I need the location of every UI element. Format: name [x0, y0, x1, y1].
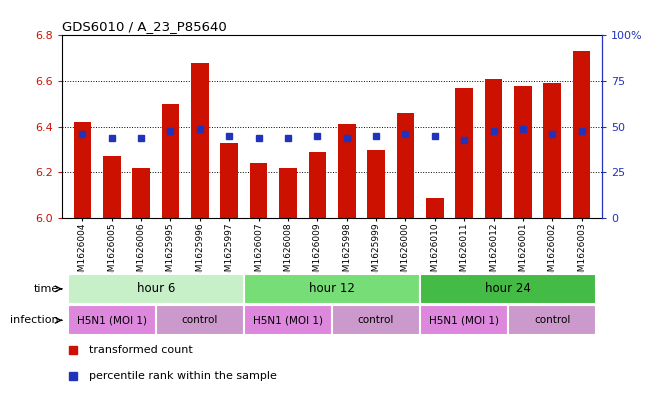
FancyBboxPatch shape: [68, 305, 156, 335]
FancyBboxPatch shape: [508, 305, 596, 335]
Bar: [485, 79, 503, 218]
Text: hour 12: hour 12: [309, 282, 355, 296]
Bar: [573, 51, 590, 218]
FancyBboxPatch shape: [420, 274, 596, 304]
FancyBboxPatch shape: [68, 274, 244, 304]
Bar: [161, 104, 179, 218]
Bar: [309, 152, 326, 218]
FancyBboxPatch shape: [156, 305, 244, 335]
Bar: [455, 88, 473, 218]
FancyBboxPatch shape: [244, 305, 332, 335]
Text: hour 24: hour 24: [485, 282, 531, 296]
Text: percentile rank within the sample: percentile rank within the sample: [89, 371, 277, 381]
Text: control: control: [358, 315, 395, 325]
Text: H5N1 (MOI 1): H5N1 (MOI 1): [429, 315, 499, 325]
Bar: [396, 113, 414, 218]
Text: transformed count: transformed count: [89, 345, 193, 355]
Text: H5N1 (MOI 1): H5N1 (MOI 1): [253, 315, 323, 325]
Text: infection: infection: [10, 315, 59, 325]
Text: GDS6010 / A_23_P85640: GDS6010 / A_23_P85640: [62, 20, 227, 33]
Bar: [514, 86, 532, 218]
Text: time: time: [33, 284, 59, 294]
Bar: [132, 168, 150, 218]
Bar: [426, 198, 443, 218]
FancyBboxPatch shape: [420, 305, 508, 335]
Bar: [221, 143, 238, 218]
Text: hour 6: hour 6: [137, 282, 175, 296]
Text: control: control: [534, 315, 570, 325]
Bar: [191, 63, 209, 218]
Bar: [544, 83, 561, 218]
FancyBboxPatch shape: [244, 274, 420, 304]
Text: control: control: [182, 315, 218, 325]
Bar: [250, 163, 268, 218]
Bar: [279, 168, 297, 218]
Bar: [103, 156, 120, 218]
FancyBboxPatch shape: [332, 305, 420, 335]
Bar: [74, 122, 91, 218]
Text: H5N1 (MOI 1): H5N1 (MOI 1): [77, 315, 146, 325]
Bar: [338, 125, 355, 218]
Bar: [367, 150, 385, 218]
